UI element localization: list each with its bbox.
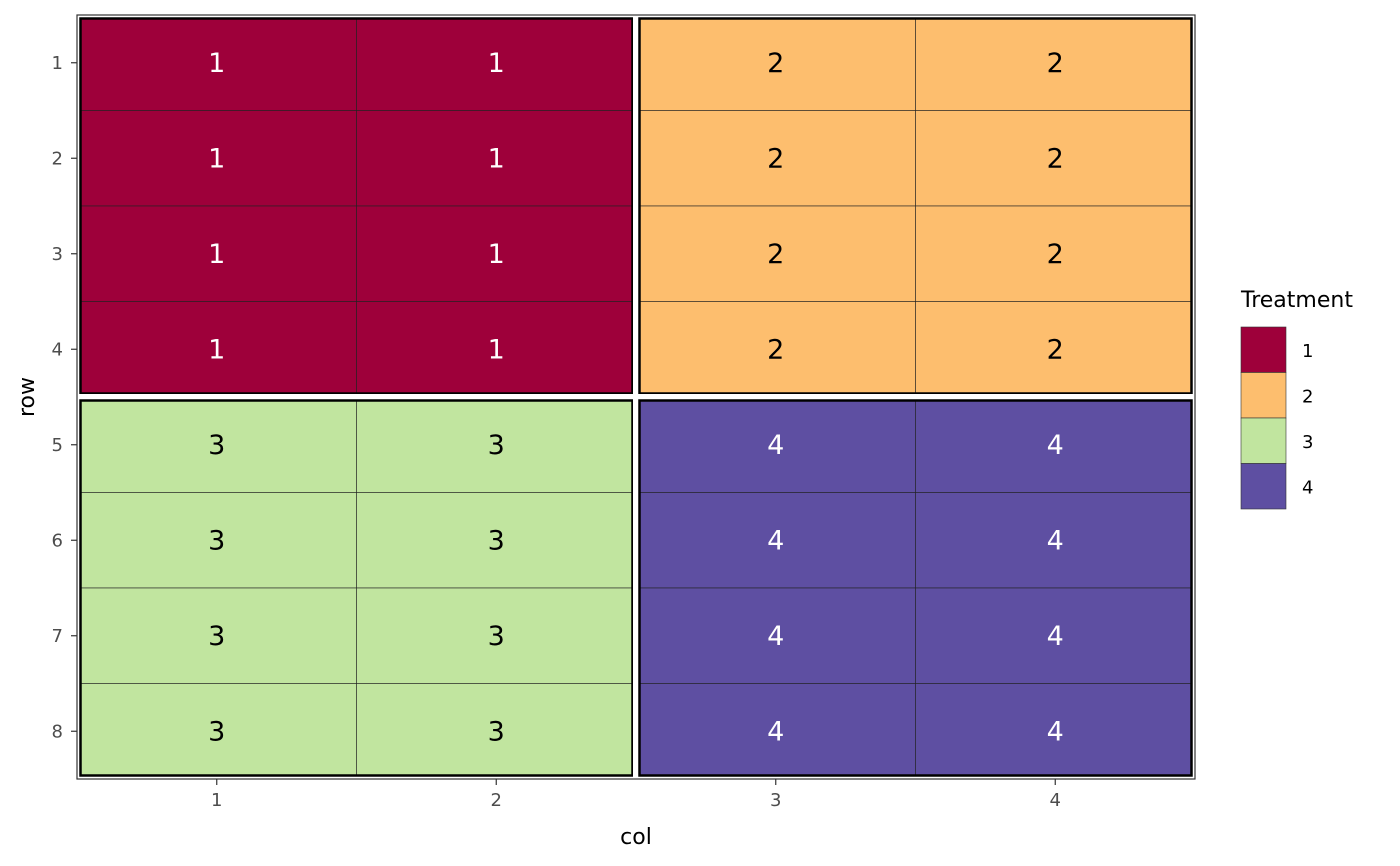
legend-label: 3 [1302,432,1313,453]
tile-label: 1 [488,48,505,79]
tile-label: 1 [208,334,225,365]
legend-key [1240,326,1287,373]
tile [356,205,637,302]
tile [76,110,357,207]
tile [356,301,637,398]
tile-label: 1 [488,334,505,365]
tile [635,587,916,684]
tile-label: 1 [208,48,225,79]
tile [356,492,637,589]
tile [635,110,916,207]
legend-key [1240,372,1287,419]
legend-key [1240,463,1287,510]
tile-label: 2 [767,143,784,174]
tile-label: 4 [1047,430,1064,461]
tile-label: 2 [767,239,784,270]
x-tick-label: 3 [770,790,781,811]
block-outline [79,17,634,395]
y-tick-label: 6 [52,530,63,551]
tile [915,683,1196,780]
axes-layer: 1 2 3 4 1 2 3 4 5 6 7 8 [52,53,1061,811]
tile [76,205,357,302]
x-tick-label: 1 [211,790,222,811]
tile [76,683,357,780]
y-tick-label: 2 [52,148,63,169]
tile-label: 2 [767,48,784,79]
tile-label: 3 [488,621,505,652]
tile-label: 4 [1047,525,1064,556]
y-tick-label: 3 [52,244,63,265]
y-tick-label: 8 [52,721,63,742]
tile [76,396,357,493]
tile [915,301,1196,398]
tile [356,14,637,111]
x-tick-label: 2 [491,790,502,811]
panel-border [76,14,1196,780]
legend-items: 1 2 3 4 [1240,326,1313,510]
block-outline [79,399,634,777]
y-axis-title: row [15,377,40,417]
tile-label: 4 [1047,621,1064,652]
tile-label: 1 [488,239,505,270]
tile [356,396,637,493]
tile-label: 3 [488,716,505,747]
tile [635,205,916,302]
tile-label: 4 [767,716,784,747]
block-outline [638,17,1193,395]
block-outline [638,399,1193,777]
tile-label: 2 [1047,334,1064,365]
tile [635,683,916,780]
tile-label: 2 [1047,48,1064,79]
y-tick-label: 5 [52,435,63,456]
tile-label: 1 [208,143,225,174]
tile [915,110,1196,207]
tile-label: 3 [208,430,225,461]
tile-label: 3 [208,621,225,652]
legend: Treatment 1 2 3 4 [1240,288,1353,510]
tile-label: 3 [208,716,225,747]
tile [356,110,637,207]
legend-label: 4 [1302,477,1313,498]
x-tick-label: 4 [1050,790,1061,811]
tile [76,587,357,684]
legend-key [1240,417,1287,464]
cells-layer: 1 1 2 2 1 1 2 2 1 1 2 2 1 1 2 2 3 3 4 4 3 3 4 4 3 3 4 4 3 3 4 4 [76,14,1196,780]
tile [635,492,916,589]
tile-label: 3 [488,430,505,461]
tile-label: 1 [488,143,505,174]
tile-label: 4 [767,525,784,556]
x-axis-title: col [620,825,652,850]
tile [635,301,916,398]
y-tick-label: 7 [52,626,63,647]
legend-title: Treatment [1240,288,1353,313]
legend-label: 1 [1302,341,1313,362]
y-tick-label: 4 [52,339,63,360]
legend-label: 2 [1302,386,1313,407]
tile-label: 3 [208,525,225,556]
tile [915,396,1196,493]
tile [76,301,357,398]
tile-label: 4 [767,621,784,652]
tile [635,14,916,111]
tile-label: 2 [1047,239,1064,270]
tile-label: 4 [767,430,784,461]
tile [635,396,916,493]
tile-label: 2 [1047,143,1064,174]
tile-label: 2 [767,334,784,365]
tile-label: 3 [488,525,505,556]
y-tick-label: 1 [52,53,63,74]
tile [356,587,637,684]
tile [915,587,1196,684]
tile-label: 1 [208,239,225,270]
tile [76,14,357,111]
tile-label: 4 [1047,716,1064,747]
